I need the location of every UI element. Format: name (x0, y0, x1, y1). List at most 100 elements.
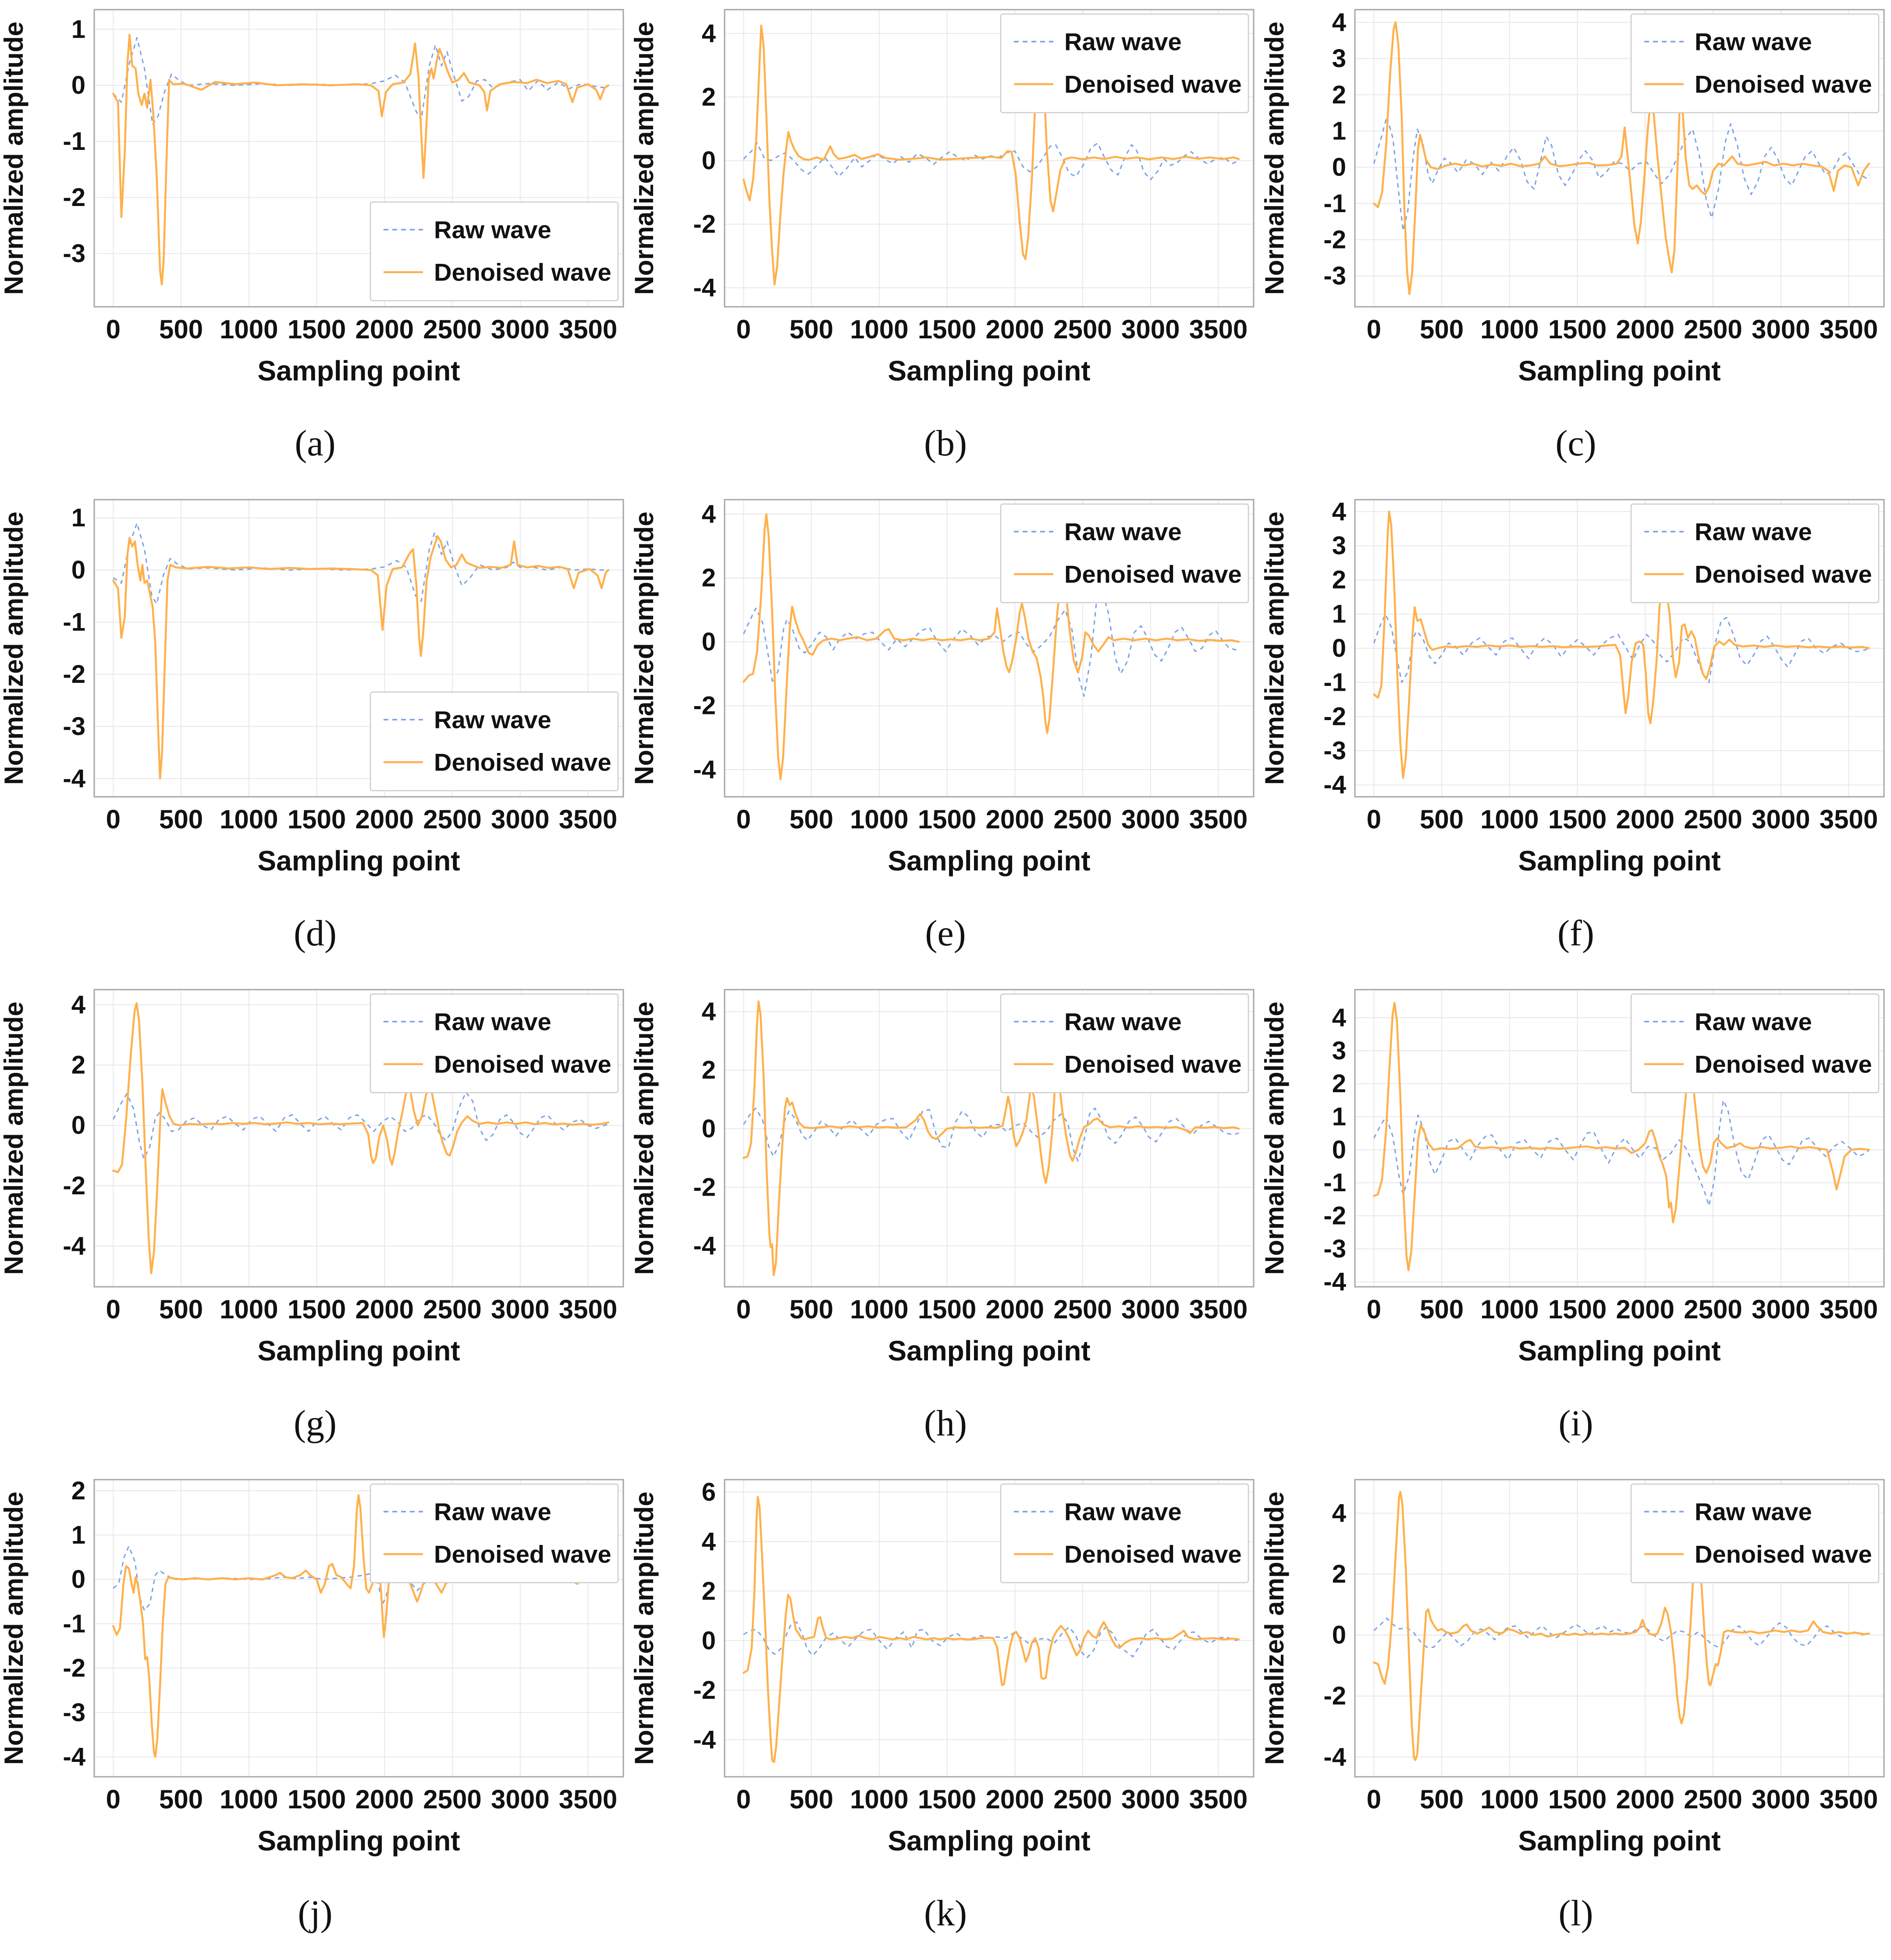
svg-text:Raw wave: Raw wave (1064, 518, 1182, 546)
svg-text:3500: 3500 (1820, 1785, 1878, 1814)
svg-text:0: 0 (106, 1785, 121, 1814)
svg-text:1500: 1500 (918, 805, 976, 834)
svg-text:Sampling point: Sampling point (888, 1335, 1090, 1367)
svg-text:1000: 1000 (850, 1785, 908, 1814)
svg-text:1500: 1500 (918, 1785, 976, 1814)
chart-caption: (h) (924, 1403, 967, 1444)
svg-text:3000: 3000 (1752, 1785, 1810, 1814)
svg-text:2: 2 (71, 1477, 85, 1505)
svg-text:2000: 2000 (986, 1785, 1044, 1814)
svg-text:4: 4 (702, 998, 716, 1026)
svg-text:3500: 3500 (1820, 1295, 1878, 1324)
svg-text:-1: -1 (1323, 189, 1346, 218)
svg-text:Normalized amplitude: Normalized amplitude (630, 21, 659, 295)
svg-text:-3: -3 (1323, 1235, 1346, 1263)
svg-text:2500: 2500 (1684, 805, 1742, 834)
svg-text:1500: 1500 (288, 1295, 346, 1324)
svg-text:4: 4 (702, 1527, 716, 1556)
svg-text:Denoised wave: Denoised wave (1064, 561, 1242, 588)
svg-text:2: 2 (702, 564, 716, 592)
svg-text:2500: 2500 (423, 1295, 481, 1324)
svg-text:Sampling point: Sampling point (888, 355, 1090, 387)
svg-text:Raw wave: Raw wave (1064, 1498, 1182, 1526)
svg-text:4: 4 (1332, 8, 1346, 36)
chart-caption: (d) (294, 913, 337, 954)
svg-text:3: 3 (1332, 44, 1346, 73)
svg-text:500: 500 (159, 1295, 203, 1324)
svg-text:1500: 1500 (288, 805, 346, 834)
svg-text:2000: 2000 (1616, 1785, 1674, 1814)
subplot-l: 4 2 0 -2 -4 0 500 1000 1500 2000 2500 3000 3500 Sampl… (1261, 1470, 1891, 1960)
svg-text:3: 3 (1332, 532, 1346, 560)
svg-text:0: 0 (702, 146, 716, 175)
svg-text:3500: 3500 (1820, 315, 1878, 344)
svg-text:Normalized amplitude: Normalized amplitude (0, 1001, 28, 1275)
svg-text:1500: 1500 (918, 315, 976, 344)
svg-text:500: 500 (159, 315, 203, 344)
svg-text:Sampling point: Sampling point (1518, 355, 1720, 387)
svg-text:Denoised wave: Denoised wave (434, 1051, 611, 1078)
svg-text:3000: 3000 (1121, 1295, 1180, 1324)
svg-text:2500: 2500 (423, 805, 481, 834)
svg-text:-4: -4 (1323, 771, 1346, 799)
svg-text:Normalized amplitude: Normalized amplitude (1261, 511, 1289, 785)
svg-text:2000: 2000 (355, 1785, 414, 1814)
svg-text:4: 4 (1332, 497, 1346, 526)
svg-text:2000: 2000 (1616, 805, 1674, 834)
svg-text:1500: 1500 (1548, 805, 1607, 834)
svg-text:2: 2 (702, 1056, 716, 1084)
svg-text:500: 500 (1420, 1295, 1464, 1324)
svg-text:3000: 3000 (491, 1785, 549, 1814)
svg-text:-4: -4 (693, 756, 716, 784)
svg-text:-2: -2 (1323, 226, 1346, 254)
svg-text:-3: -3 (63, 1698, 85, 1727)
svg-text:0: 0 (736, 315, 751, 344)
svg-text:2500: 2500 (423, 1785, 481, 1814)
svg-text:1: 1 (1332, 1103, 1346, 1131)
svg-text:3500: 3500 (1189, 805, 1248, 834)
svg-text:2: 2 (71, 1051, 85, 1079)
svg-text:3000: 3000 (1752, 315, 1810, 344)
svg-text:3500: 3500 (1189, 1785, 1248, 1814)
svg-text:Denoised wave: Denoised wave (1695, 1541, 1872, 1568)
svg-text:Sampling point: Sampling point (257, 1825, 460, 1857)
svg-text:1500: 1500 (1548, 1295, 1607, 1324)
svg-text:Sampling point: Sampling point (1518, 1825, 1720, 1857)
svg-text:Raw wave: Raw wave (1695, 1008, 1812, 1036)
chart-canvas-g: 4 2 0 -2 -4 0 500 1000 1500 2000 2500 3000 3500 Sampl… (0, 980, 630, 1377)
svg-text:1: 1 (71, 1521, 85, 1549)
svg-text:0: 0 (736, 1295, 751, 1324)
chart-caption: (c) (1555, 423, 1596, 464)
svg-text:3500: 3500 (559, 805, 617, 834)
svg-text:1: 1 (71, 15, 85, 43)
chart-canvas-k: 6 4 2 0 -2 -4 0 500 1000 1500 2000 2500 3000 3500 Samp… (630, 1470, 1261, 1867)
svg-text:1500: 1500 (1548, 1785, 1607, 1814)
chart-caption: (j) (298, 1893, 333, 1934)
svg-text:0: 0 (702, 1115, 716, 1143)
svg-text:2500: 2500 (1053, 315, 1112, 344)
svg-text:-2: -2 (63, 183, 85, 212)
chart-caption: (b) (924, 423, 967, 464)
svg-text:0: 0 (736, 1785, 751, 1814)
chart-caption: (a) (295, 423, 336, 464)
subplot-c: 4 3 2 1 0 -1 -2 -3 0 500 1000 1500 2000 2500 3000 3500 S… (1261, 0, 1891, 490)
svg-text:2000: 2000 (986, 1295, 1044, 1324)
svg-text:Raw wave: Raw wave (1695, 1498, 1812, 1526)
svg-text:500: 500 (789, 315, 833, 344)
svg-text:2: 2 (1332, 81, 1346, 109)
svg-text:Normalized amplitude: Normalized amplitude (1261, 1001, 1289, 1275)
svg-text:Raw wave: Raw wave (434, 1498, 551, 1526)
svg-text:-1: -1 (1323, 668, 1346, 696)
svg-text:-2: -2 (693, 210, 716, 238)
svg-text:500: 500 (1420, 1785, 1464, 1814)
svg-text:0: 0 (702, 1626, 716, 1655)
svg-text:3500: 3500 (1189, 315, 1248, 344)
svg-text:3000: 3000 (1121, 315, 1180, 344)
svg-text:-3: -3 (63, 712, 85, 741)
svg-text:Normalized amplitude: Normalized amplitude (0, 511, 28, 785)
svg-text:500: 500 (159, 1785, 203, 1814)
svg-text:1000: 1000 (850, 1295, 908, 1324)
svg-text:-3: -3 (1323, 262, 1346, 290)
svg-text:2500: 2500 (1684, 1785, 1742, 1814)
